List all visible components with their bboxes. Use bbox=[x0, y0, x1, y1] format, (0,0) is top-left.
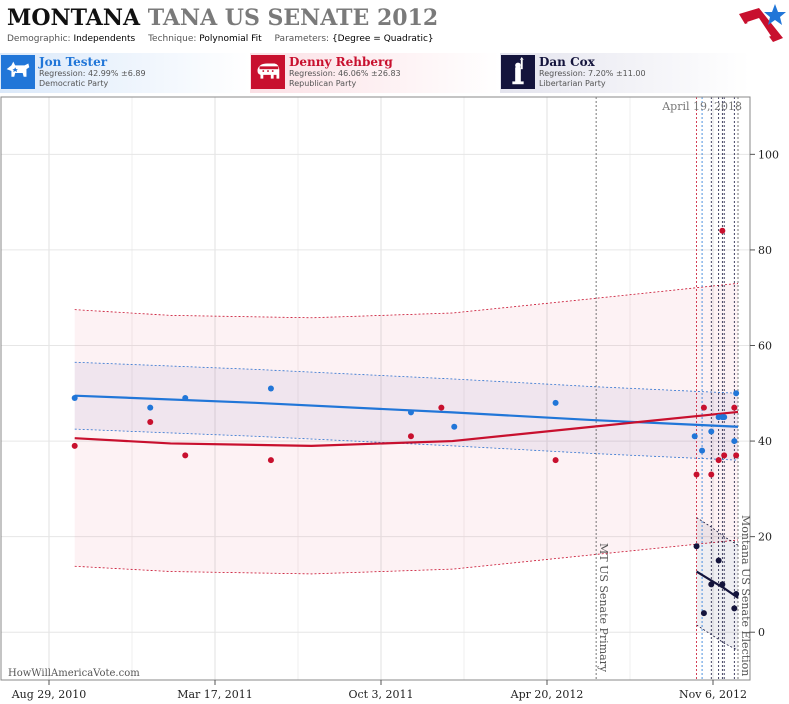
candidate-regression: Regression: 42.99% ±6.89 bbox=[39, 69, 146, 78]
candidate-name: Dan Cox bbox=[539, 55, 595, 69]
poll-point bbox=[700, 404, 707, 411]
title-state: MONTANA bbox=[7, 5, 141, 31]
page-title: MONTANA TANA US SENATE 2012 bbox=[7, 5, 438, 31]
demographic-label: Demographic: bbox=[7, 34, 71, 44]
candidate-regression: Regression: 7.20% ±11.00 bbox=[539, 69, 646, 78]
y-tick-label: 40 bbox=[758, 435, 772, 448]
x-tick-label: Mar 17, 2011 bbox=[177, 688, 253, 701]
poll-point bbox=[693, 471, 700, 478]
axes: Aug 29, 2010 Mar 17, 2011 Oct 3, 2011 Apr 2… bbox=[0, 96, 779, 701]
poll-point bbox=[719, 227, 726, 234]
poll-point bbox=[731, 404, 738, 411]
poll-point bbox=[552, 457, 559, 464]
candidate-regression: Regression: 46.06% ±26.83 bbox=[289, 69, 401, 78]
band-lower-line bbox=[696, 624, 739, 651]
poll-point bbox=[721, 414, 728, 421]
candidate-bar: Jon Tester Regression: 42.99% ±6.89 Demo… bbox=[0, 53, 789, 93]
candidate-name: Jon Tester bbox=[39, 55, 108, 69]
candidate-party: Republican Party bbox=[289, 79, 357, 88]
y-tick-label: 60 bbox=[758, 339, 772, 352]
candidate-card-rehberg[interactable]: Denny Rehberg Regression: 46.06% ±26.83 … bbox=[250, 53, 500, 93]
poll-point bbox=[552, 399, 559, 406]
event-label: MT US Senate Primary bbox=[597, 543, 610, 673]
y-tick-label: 0 bbox=[758, 626, 765, 639]
poll-point bbox=[267, 385, 274, 392]
y-tick-label: 20 bbox=[758, 531, 772, 544]
liberty-statue-icon bbox=[501, 55, 535, 89]
poll-point bbox=[407, 409, 414, 416]
candidate-card-tester[interactable]: Jon Tester Regression: 42.99% ±6.89 Demo… bbox=[0, 53, 250, 93]
poll-point bbox=[147, 418, 154, 425]
poll-point bbox=[693, 543, 700, 550]
technique-label: Technique: bbox=[148, 34, 197, 44]
header: MONTANA TANA US SENATE 2012 Demographic:… bbox=[0, 0, 789, 52]
poll-point bbox=[699, 447, 706, 454]
confidence-bands bbox=[74, 282, 739, 651]
poll-point bbox=[71, 442, 78, 449]
poll-point bbox=[715, 557, 722, 564]
poll-point bbox=[407, 433, 414, 440]
poll-point bbox=[731, 438, 738, 445]
band-upper-line bbox=[696, 517, 739, 546]
poll-point bbox=[691, 433, 698, 440]
poll-point bbox=[708, 428, 715, 435]
poll-point bbox=[71, 395, 78, 402]
candidate-party: Libertarian Party bbox=[539, 79, 606, 88]
parameters-label: Parameters: bbox=[274, 34, 330, 44]
parameters-line: Demographic: Independents Technique: Pol… bbox=[7, 34, 444, 44]
poll-point bbox=[708, 581, 715, 588]
poll-point bbox=[715, 457, 722, 464]
confidence-band bbox=[74, 283, 738, 574]
x-tick-label: Oct 3, 2011 bbox=[348, 688, 413, 701]
poll-point bbox=[733, 452, 740, 459]
current-date-label: April 19, 2018 bbox=[661, 100, 742, 113]
poll-point bbox=[267, 457, 274, 464]
poll-point bbox=[182, 395, 189, 402]
poll-point bbox=[721, 452, 728, 459]
watermark[interactable]: HowWillAmericaVote.com bbox=[8, 668, 140, 679]
elephant-icon bbox=[251, 55, 285, 89]
poll-point bbox=[708, 471, 715, 478]
candidate-name: Denny Rehberg bbox=[289, 55, 393, 69]
poll-point bbox=[451, 423, 458, 430]
event-label: Montana US Senate Election bbox=[739, 515, 752, 676]
demographic-value[interactable]: Independents bbox=[73, 34, 136, 44]
poll-point bbox=[733, 590, 740, 597]
poll-point bbox=[700, 610, 707, 617]
trend-lines bbox=[74, 394, 739, 599]
plot-frame bbox=[0, 96, 751, 681]
poll-chart: Aug 29, 2010 Mar 17, 2011 Oct 3, 2011 Apr 2… bbox=[0, 96, 779, 701]
trend-line bbox=[695, 570, 739, 599]
technique-value[interactable]: Polynomial Fit bbox=[199, 34, 262, 44]
star-logo-icon[interactable] bbox=[737, 2, 787, 48]
poll-point bbox=[438, 404, 445, 411]
poll-point bbox=[731, 605, 738, 612]
poll-points bbox=[71, 227, 740, 617]
poll-point bbox=[182, 452, 189, 459]
y-tick-label: 100 bbox=[758, 148, 779, 161]
title-race: TANA US SENATE 2012 bbox=[147, 5, 439, 31]
candidate-card-cox[interactable]: Dan Cox Regression: 7.20% ±11.00 Liberta… bbox=[500, 53, 750, 93]
chart-labels: MT US Senate Primary Montana US Senate El… bbox=[597, 100, 752, 676]
poll-point bbox=[733, 390, 740, 397]
band-upper-line bbox=[74, 361, 739, 394]
trend-line bbox=[74, 410, 739, 447]
donkey-icon bbox=[1, 55, 35, 89]
poll-point bbox=[147, 404, 154, 411]
y-tick-label: 80 bbox=[758, 244, 772, 257]
poll-point bbox=[719, 581, 726, 588]
parameters-value[interactable]: {Degree = Quadratic} bbox=[331, 34, 434, 44]
x-tick-label: Aug 29, 2010 bbox=[11, 688, 87, 701]
x-tick-label: Apr 20, 2012 bbox=[510, 688, 584, 701]
x-tick-label: Nov 6, 2012 bbox=[679, 688, 747, 701]
candidate-party: Democratic Party bbox=[39, 79, 109, 88]
grid-layer bbox=[1, 97, 750, 680]
band-lower-line bbox=[74, 428, 739, 461]
